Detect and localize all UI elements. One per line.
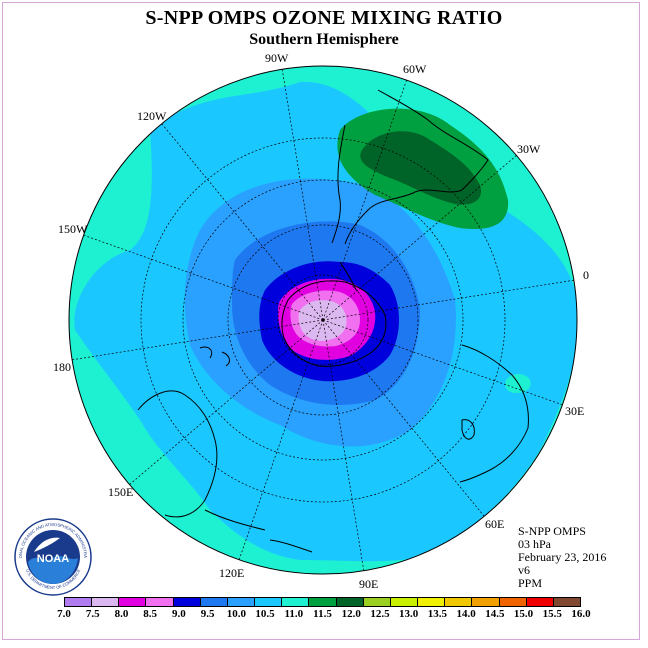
lon-label-150w: 150W — [58, 222, 88, 236]
colorbar-tick-label: 13.5 — [427, 608, 447, 620]
colorbar-tick-label: 10.0 — [226, 608, 246, 620]
new-zealand — [199, 346, 230, 367]
globe-outline — [68, 65, 578, 575]
noaa-logo-text: NOAA — [37, 553, 69, 565]
info-date: February 23, 2016 — [518, 550, 607, 564]
colorbar-swatch — [499, 598, 527, 606]
lon-label-120w: 120W — [137, 109, 167, 123]
info-instrument: S-NPP OMPS — [518, 524, 586, 538]
colorbar — [64, 597, 581, 607]
page-frame — [2, 2, 640, 640]
colorbar-tick-label: 9.5 — [200, 608, 215, 620]
colorbar-swatch — [445, 598, 473, 606]
meridian-150e — [128, 319, 324, 486]
map-subtitle: Southern Hemisphere — [249, 31, 399, 48]
colorbar-swatch — [227, 598, 256, 606]
meridian-90w — [281, 67, 324, 321]
info-block: S-NPP OMPS 03 hPa February 23, 2016 v6 P… — [518, 525, 606, 590]
colorbar-tick-label: 14.5 — [485, 608, 505, 620]
colorbar-swatch — [309, 598, 337, 606]
lat-circle-85 — [277, 274, 369, 366]
coastlines — [137, 89, 529, 553]
high-ozone-12 — [360, 131, 482, 205]
colorbar-swatch — [336, 598, 364, 606]
colorbar-tick-label: 12.5 — [370, 608, 390, 620]
antarctica-coast — [281, 280, 387, 367]
ozone-field — [69, 66, 577, 574]
africa-coast — [459, 344, 529, 483]
colorbar-swatch — [119, 598, 147, 606]
lon-label-30e: 30E — [565, 404, 585, 418]
colorbar-tick-label: 8.0 — [114, 608, 129, 620]
lon-label-120e: 120E — [219, 566, 245, 580]
colorbar-swatch — [363, 598, 391, 606]
info-level: 03 hPa — [518, 537, 551, 551]
indonesia — [204, 509, 313, 553]
colorbar-swatch — [526, 598, 554, 606]
lon-label-60w: 60W — [403, 62, 427, 76]
colorbar-swatch — [146, 598, 174, 606]
lon-label-0: 0 — [583, 268, 589, 282]
colorbar-tick-label: 15.0 — [513, 608, 534, 620]
colorbar-tick-label: 7.5 — [85, 608, 100, 620]
colorbar-swatch — [418, 598, 446, 606]
meridian-180 — [70, 319, 324, 361]
map-title: S-NPP OMPS OZONE MIXING RATIO — [145, 7, 503, 29]
meridian-90e — [322, 319, 365, 573]
lat-circle-60 — [182, 179, 464, 461]
colorbar-tick-label: 11.0 — [284, 608, 304, 620]
lon-label-90e: 90E — [359, 577, 379, 591]
colorbar-swatch — [92, 598, 120, 606]
lon-label-150e: 150E — [108, 485, 134, 499]
antarctic-peninsula — [339, 261, 357, 291]
info-version: v6 — [518, 563, 530, 577]
colorbar-tick-label: 7.0 — [57, 608, 71, 620]
colorbar-tick-label: 13.0 — [399, 608, 419, 620]
noaa-logo: NOAA NATIONAL OCEANIC AND ATMOSPHERIC AD… — [14, 518, 92, 596]
lon-label-90w: 90W — [265, 51, 289, 65]
colorbar-swatch — [65, 598, 93, 606]
south-america-coast — [344, 89, 489, 245]
meridian-60w — [322, 78, 408, 321]
colorbar-swatch — [390, 598, 419, 606]
colorbar-swatch — [255, 598, 283, 606]
meridian-30w — [322, 154, 518, 321]
colorbar-tick-label: 10.5 — [255, 608, 275, 620]
colorbar-swatch — [282, 598, 310, 606]
meridian-0 — [322, 279, 576, 321]
lat-circle-30 — [140, 137, 506, 503]
colorbar-tick-label: 14.0 — [456, 608, 476, 620]
meridian-150w — [82, 234, 324, 321]
lat-circle-75 — [227, 224, 419, 416]
lon-label-60e: 60E — [485, 517, 505, 531]
graticule — [70, 67, 576, 573]
meridian-30e — [322, 319, 564, 406]
lon-label-180: 180 — [53, 360, 71, 374]
colorbar-tick-label: 12.0 — [341, 608, 361, 620]
colorbar-tick-label: 15.5 — [542, 608, 562, 620]
colorbar-labels: 7.0 7.5 8.0 8.5 9.0 9.5 10.0 10.5 11.0 11.5 12.0 12… — [0, 608, 648, 622]
colorbar-swatch — [472, 598, 500, 606]
south-america-west-coast — [331, 124, 346, 244]
info-units: PPM — [518, 576, 543, 590]
colorbar-tick-label: 11.5 — [313, 608, 332, 620]
colorbar-tick-label: 9.0 — [172, 608, 186, 620]
colorbar-swatch — [553, 598, 580, 606]
colorbar-swatch — [200, 598, 228, 606]
lon-label-30w: 30W — [517, 142, 541, 156]
colorbar-tick-label: 8.5 — [143, 608, 158, 620]
madagascar — [461, 419, 475, 440]
colorbar-swatch — [173, 598, 201, 606]
australia-coast — [137, 390, 218, 518]
colorbar-tick-label: 16.0 — [571, 608, 591, 620]
